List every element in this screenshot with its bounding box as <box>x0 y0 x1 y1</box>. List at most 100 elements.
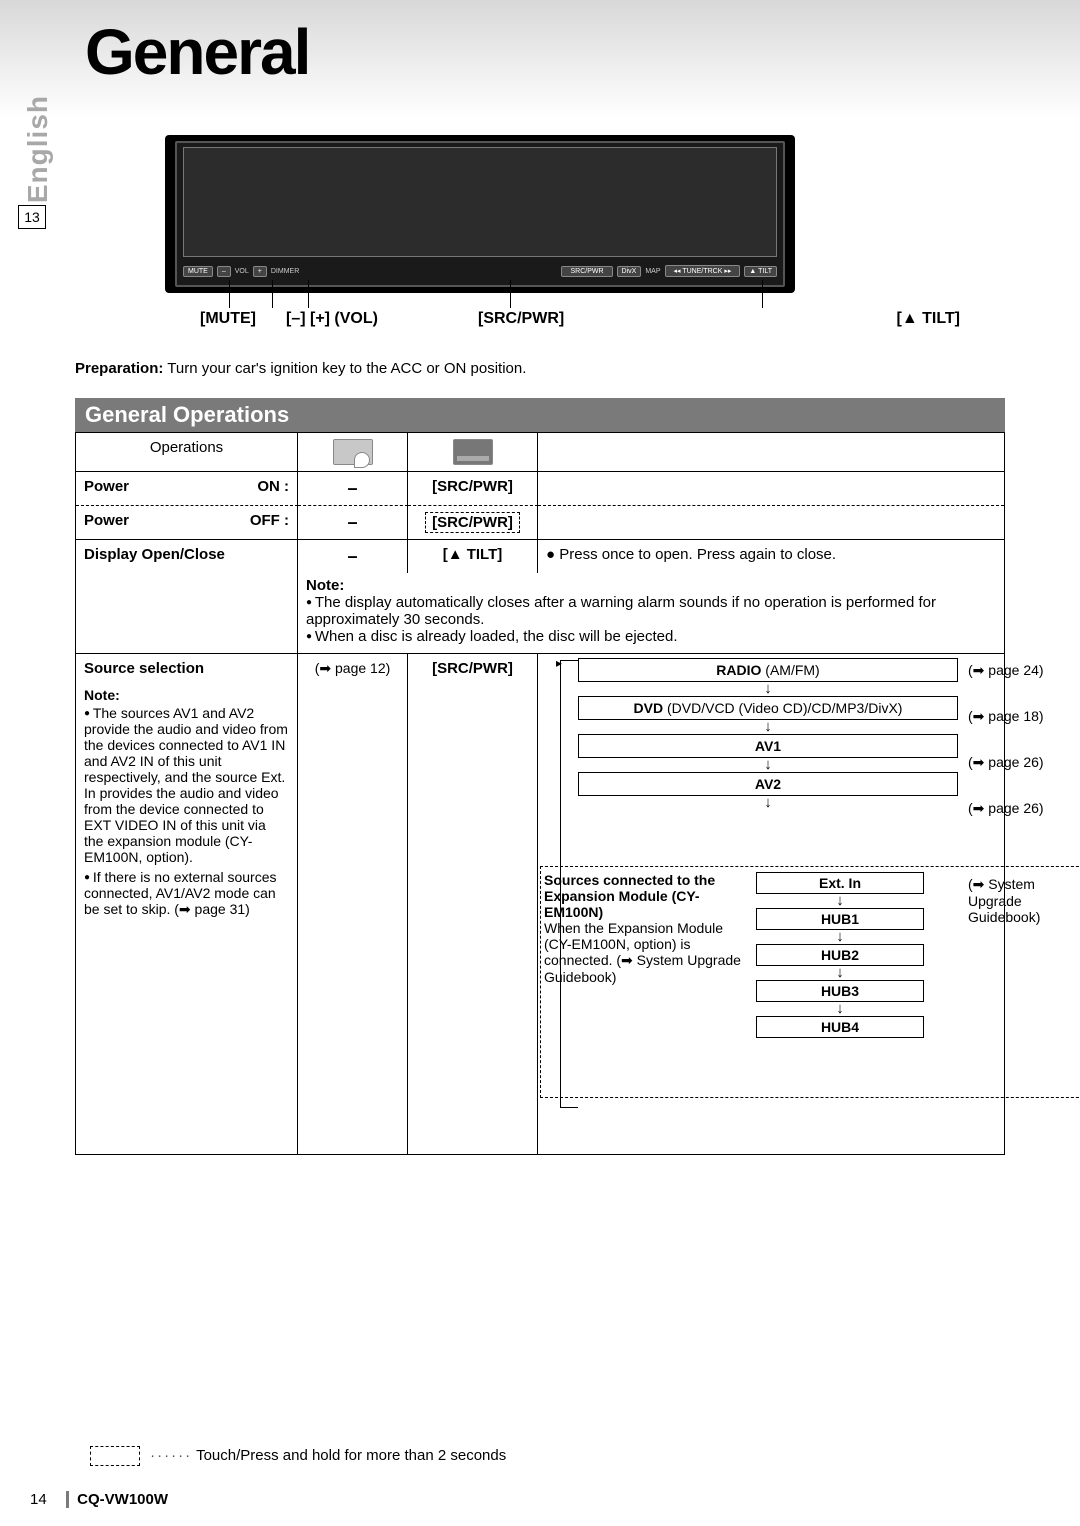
touch-icon <box>333 439 373 465</box>
callout-tilt: [▲ TILT] <box>896 310 960 328</box>
callout-srcpwr: [SRC/PWR] <box>478 310 564 328</box>
device-btn-mute: MUTE <box>183 266 213 277</box>
power-label2: Power <box>84 512 129 529</box>
power-on-row: Power ON : – [SRC/PWR] <box>76 471 1004 506</box>
arrow-down-icon: ↓ <box>756 1002 924 1016</box>
lead-line <box>272 280 273 308</box>
preparation-line: Preparation: Turn your car's ignition ke… <box>75 360 1005 377</box>
lead-line <box>510 280 511 308</box>
device-btn-tune: ◂◂ TUNE/TRCK ▸▸ <box>665 265 741 277</box>
ref-av1: (➡ page 26) <box>968 754 1080 771</box>
prep-text: Turn your car's ignition key to the ACC … <box>163 360 526 377</box>
callout-row: [MUTE] [–] [+] (VOL) [SRC/PWR] [▲ TILT] <box>170 310 960 328</box>
hub-column: Ext. In ↓ HUB1 ↓ HUB2 ↓ HUB3 ↓ HUB4 <box>756 872 924 1038</box>
display-label: Display Open/Close <box>84 546 225 563</box>
callout-mute: [MUTE] <box>200 310 256 328</box>
power-off: OFF : <box>250 512 289 529</box>
language-tab: English <box>22 95 54 203</box>
source-label: Source selection <box>84 660 204 677</box>
flow-hub4: HUB4 <box>756 1016 924 1038</box>
operations-table: Operations Power ON : – [SRC/PWR] Power … <box>75 432 1005 1155</box>
page-footer: 14 CQ-VW100W <box>30 1491 168 1508</box>
device-button-row: MUTE – VOL + DIMMER SRC/PWR DivX MAP ◂◂ … <box>183 261 777 281</box>
note-line2: When a disc is already loaded, the disc … <box>306 628 678 645</box>
device-illustration: MUTE – VOL + DIMMER SRC/PWR DivX MAP ◂◂ … <box>165 135 795 293</box>
flow-dvd: DVD (DVD/VCD (Video CD)/CD/MP3/DivX) <box>578 696 958 720</box>
footer-page-number: 14 <box>30 1491 58 1508</box>
ref-hub: (➡ System Upgrade Guidebook) <box>968 876 1080 925</box>
arrow-down-icon: ↓ <box>756 894 924 908</box>
source-selection-row: Source selection Note: The sources AV1 a… <box>76 653 1004 1154</box>
lead-line <box>229 280 230 308</box>
exp-title: Sources connected to the Expansion Modul… <box>544 872 715 920</box>
arrow-down-icon: ↓ <box>756 930 924 944</box>
source-flow: ▸ RADIO (AM/FM) ↓ DVD (DVD/VCD (Video CD… <box>538 654 1004 1144</box>
src-page-ref: (➡ page 12) <box>315 660 391 676</box>
device-btn-minus: – <box>217 266 231 277</box>
dash: – <box>347 546 357 566</box>
note-line1: The display automatically closes after a… <box>306 594 936 628</box>
srcpwr-hold-btn: [SRC/PWR] <box>425 512 520 533</box>
flow-radio-t: (AM/FM) <box>761 662 819 678</box>
flow-av2-b: AV2 <box>755 776 781 792</box>
arrow-down-icon: ↓ <box>578 796 958 810</box>
src-note2: If there is no external sources connecte… <box>84 869 289 918</box>
callout-vol: [–] [+] (VOL) <box>286 310 378 328</box>
ref-dvd: (➡ page 18) <box>968 708 1080 725</box>
section-title-bar: General Operations <box>75 398 1005 432</box>
legend-dots: ······ <box>150 1447 192 1464</box>
display-desc: ● Press once to open. Press again to clo… <box>546 546 836 563</box>
arrow-down-icon: ↓ <box>756 966 924 980</box>
device-btn-dimmer: DIMMER <box>271 268 299 275</box>
power-off-row: Power OFF : – [SRC/PWR] <box>76 506 1004 539</box>
arrow-down-icon: ↓ <box>578 720 958 734</box>
flow-dvd-b: DVD <box>634 700 664 716</box>
flow-radio: RADIO (AM/FM) <box>578 658 958 682</box>
hdr-operations: Operations <box>76 433 298 471</box>
device-btn-srcpwr: SRC/PWR <box>561 266 612 277</box>
display-note-row: Note: The display automatically closes a… <box>76 573 1004 653</box>
device-btn-map: MAP <box>645 268 660 275</box>
src-note1: The sources AV1 and AV2 provide the audi… <box>84 705 289 865</box>
display-row: Display Open/Close – [▲ TILT] ● Press on… <box>76 539 1004 573</box>
flow-av2: AV2 <box>578 772 958 796</box>
tilt-btn: [▲ TILT] <box>443 546 503 563</box>
device-btn-tilt: ▲ TILT <box>744 266 777 277</box>
flow-av1-b: AV1 <box>755 738 781 754</box>
panel-icon <box>453 439 493 465</box>
srcpwr-btn: [SRC/PWR] <box>432 478 513 495</box>
src-note-title: Note: <box>84 687 289 703</box>
flow-extin: Ext. In <box>756 872 924 894</box>
flow-hub1: HUB1 <box>756 908 924 930</box>
flow-loop-arrow: ▸ <box>556 656 562 670</box>
flow-dvd-t: (DVD/VCD (Video CD)/CD/MP3/DivX) <box>663 700 902 716</box>
power-on: ON : <box>257 478 289 495</box>
flow-radio-b: RADIO <box>716 662 761 678</box>
side-page-index: 13 <box>18 205 46 229</box>
lead-line <box>308 280 309 308</box>
expansion-text: Sources connected to the Expansion Modul… <box>544 872 744 985</box>
legend: ······ Touch/Press and hold for more tha… <box>90 1446 1005 1466</box>
flow-hub3: HUB3 <box>756 980 924 1002</box>
device-btn-plus: + <box>253 266 267 277</box>
flow-hub2: HUB2 <box>756 944 924 966</box>
lead-line <box>762 280 763 308</box>
power-label: Power <box>84 478 129 495</box>
device-btn-divx: DivX <box>617 266 642 277</box>
legend-dashed-icon <box>90 1446 140 1466</box>
dash: – <box>347 512 357 532</box>
arrow-down-icon: ↓ <box>578 758 958 772</box>
arrow-down-icon: ↓ <box>578 682 958 696</box>
ref-av2: (➡ page 26) <box>968 800 1080 817</box>
prep-label: Preparation: <box>75 360 163 377</box>
device-btn-vol-label: VOL <box>235 268 249 275</box>
dash: – <box>347 478 357 498</box>
table-header-row: Operations <box>76 432 1004 471</box>
exp-body: When the Expansion Module (CY-EM100N, op… <box>544 920 741 985</box>
flow-av1: AV1 <box>578 734 958 758</box>
srcpwr-btn2: [SRC/PWR] <box>432 660 513 677</box>
page-title: General <box>85 15 309 89</box>
note-title: Note: <box>306 577 344 594</box>
footer-model: CQ-VW100W <box>66 1491 168 1508</box>
ref-radio: (➡ page 24) <box>968 662 1080 679</box>
